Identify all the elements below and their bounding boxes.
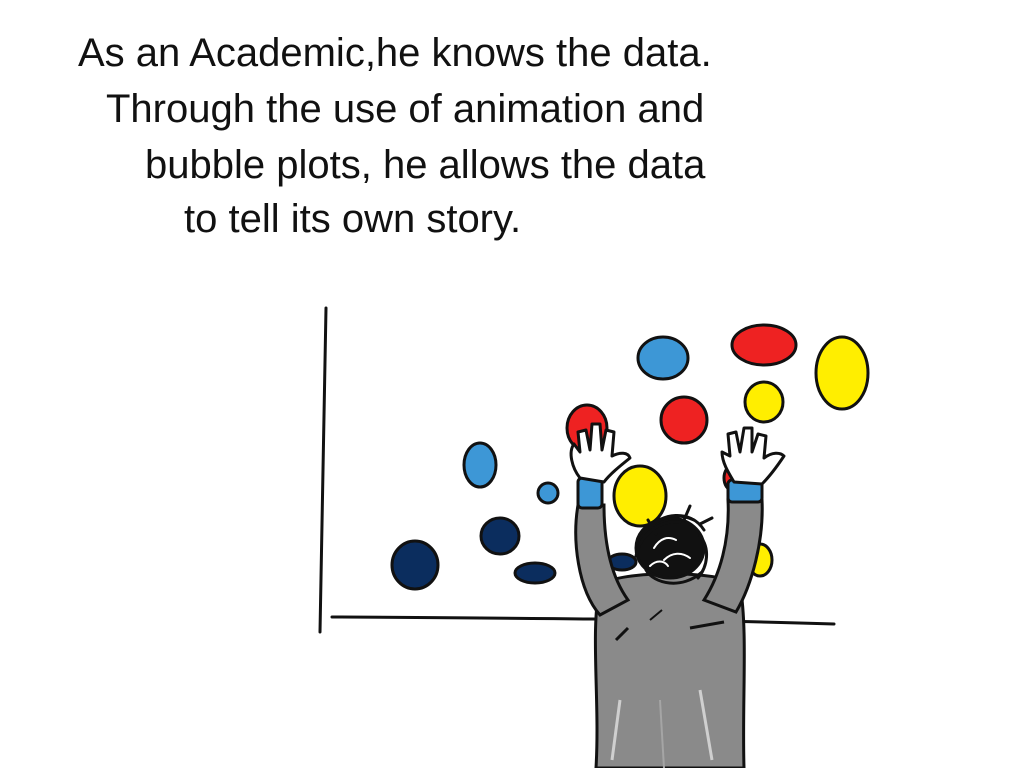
right-hand: [720, 426, 786, 486]
academic-figure-icon: [569, 422, 786, 768]
bubble-light-blue: [636, 335, 690, 381]
caption-line-1: As an Academic,he knows the data.: [78, 31, 712, 75]
right-arm: [701, 498, 764, 614]
bubble-dark-blue: [513, 561, 557, 585]
x-axis: [330, 615, 836, 626]
caption-line-3: bubble plots, he allows the data: [145, 143, 706, 187]
bubble-red: [659, 395, 709, 445]
bubble-red: [730, 323, 798, 367]
bubble-light-blue: [536, 481, 560, 505]
caption-line-4: to tell its own story.: [184, 197, 522, 241]
left-arm: [574, 503, 631, 617]
bubble-light-blue: [462, 441, 498, 489]
bubble-yellow: [743, 380, 785, 424]
bubble-dark-blue: [390, 539, 440, 591]
bubble-yellow: [814, 335, 870, 411]
left-hand: [569, 422, 632, 484]
bubble-yellow: [612, 464, 668, 528]
y-axis: [318, 306, 328, 634]
caption-line-2: Through the use of animation and: [106, 87, 705, 131]
bubble-dark-blue: [479, 516, 521, 556]
